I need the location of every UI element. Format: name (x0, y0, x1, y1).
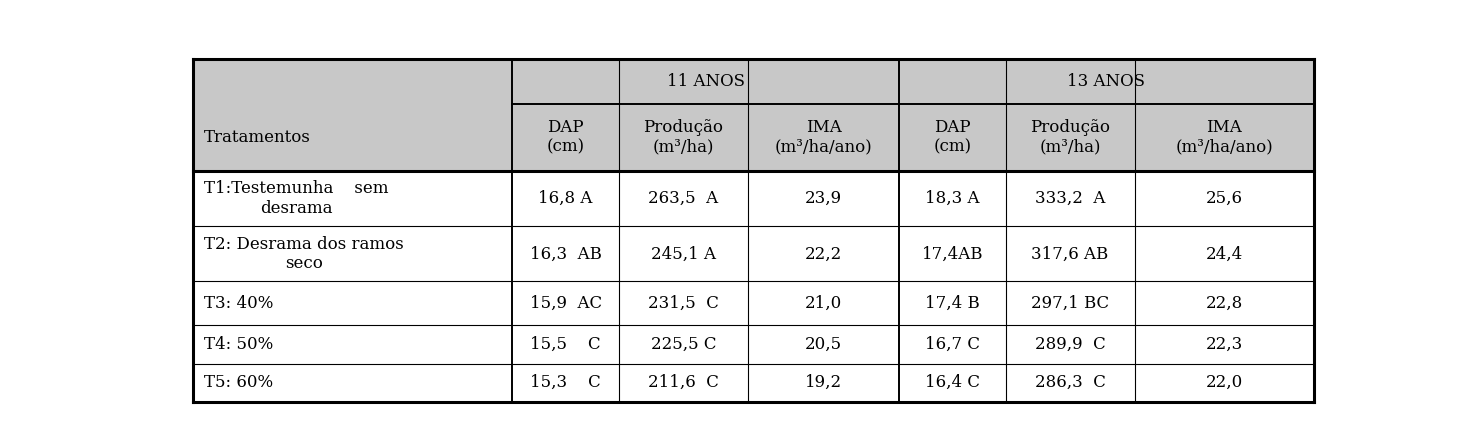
Text: 297,1 BC: 297,1 BC (1030, 295, 1110, 312)
Text: Produção
(m³/ha): Produção (m³/ha) (1030, 119, 1110, 156)
Text: 333,2  A: 333,2 A (1035, 190, 1105, 207)
Bar (193, 59, 1314, 104)
Text: 15,3    C: 15,3 C (531, 374, 601, 391)
Text: 286,3  C: 286,3 C (1035, 374, 1105, 391)
Text: 19,2: 19,2 (806, 374, 842, 391)
Text: 20,5: 20,5 (806, 336, 842, 353)
Bar (193, 363, 1314, 402)
Text: 24,4: 24,4 (1205, 245, 1242, 262)
Text: 22,3: 22,3 (1205, 336, 1242, 353)
Text: 16,8 A: 16,8 A (538, 190, 592, 207)
Text: T3: 40%: T3: 40% (204, 295, 273, 312)
Bar (193, 281, 1314, 325)
Text: 245,1 A: 245,1 A (651, 245, 716, 262)
Text: 317,6 AB: 317,6 AB (1032, 245, 1108, 262)
Bar (193, 325, 1314, 363)
Text: 22,8: 22,8 (1205, 295, 1242, 312)
Text: 23,9: 23,9 (806, 190, 842, 207)
Bar (193, 171, 1314, 226)
Text: 16,7 C: 16,7 C (925, 336, 980, 353)
Text: 13 ANOS: 13 ANOS (1067, 73, 1145, 90)
Text: T1:Testemunha    sem
desrama: T1:Testemunha sem desrama (204, 180, 388, 217)
Text: 25,6: 25,6 (1205, 190, 1242, 207)
Text: Tratamentos: Tratamentos (204, 129, 312, 146)
Text: 22,0: 22,0 (1205, 374, 1242, 391)
Text: 289,9  C: 289,9 C (1035, 336, 1105, 353)
Text: DAP
(cm): DAP (cm) (547, 119, 585, 156)
Text: 211,6  C: 211,6 C (648, 374, 719, 391)
Text: 11 ANOS: 11 ANOS (667, 73, 745, 90)
Text: IMA
(m³/ha/ano): IMA (m³/ha/ano) (775, 119, 872, 156)
Text: 16,4 C: 16,4 C (925, 374, 980, 391)
Text: DAP
(cm): DAP (cm) (933, 119, 972, 156)
Text: 17,4AB: 17,4AB (922, 245, 983, 262)
Text: 263,5  A: 263,5 A (648, 190, 719, 207)
Text: Produção
(m³/ha): Produção (m³/ha) (644, 119, 723, 156)
Bar (193, 226, 1314, 281)
Text: 231,5  C: 231,5 C (648, 295, 719, 312)
Text: 18,3 A: 18,3 A (925, 190, 979, 207)
Text: T2: Desrama dos ramos
seco: T2: Desrama dos ramos seco (204, 235, 404, 272)
Text: 22,2: 22,2 (804, 245, 842, 262)
Text: T4: 50%: T4: 50% (204, 336, 273, 353)
Text: 17,4 B: 17,4 B (925, 295, 979, 312)
Text: 225,5 C: 225,5 C (651, 336, 716, 353)
Text: T5: 60%: T5: 60% (204, 374, 273, 391)
Text: 21,0: 21,0 (804, 295, 842, 312)
Text: 15,9  AC: 15,9 AC (529, 295, 601, 312)
Text: IMA
(m³/ha/ano): IMA (m³/ha/ano) (1176, 119, 1273, 156)
Text: 15,5    C: 15,5 C (531, 336, 601, 353)
Text: 16,3  AB: 16,3 AB (529, 245, 601, 262)
Bar (193, 104, 1314, 171)
